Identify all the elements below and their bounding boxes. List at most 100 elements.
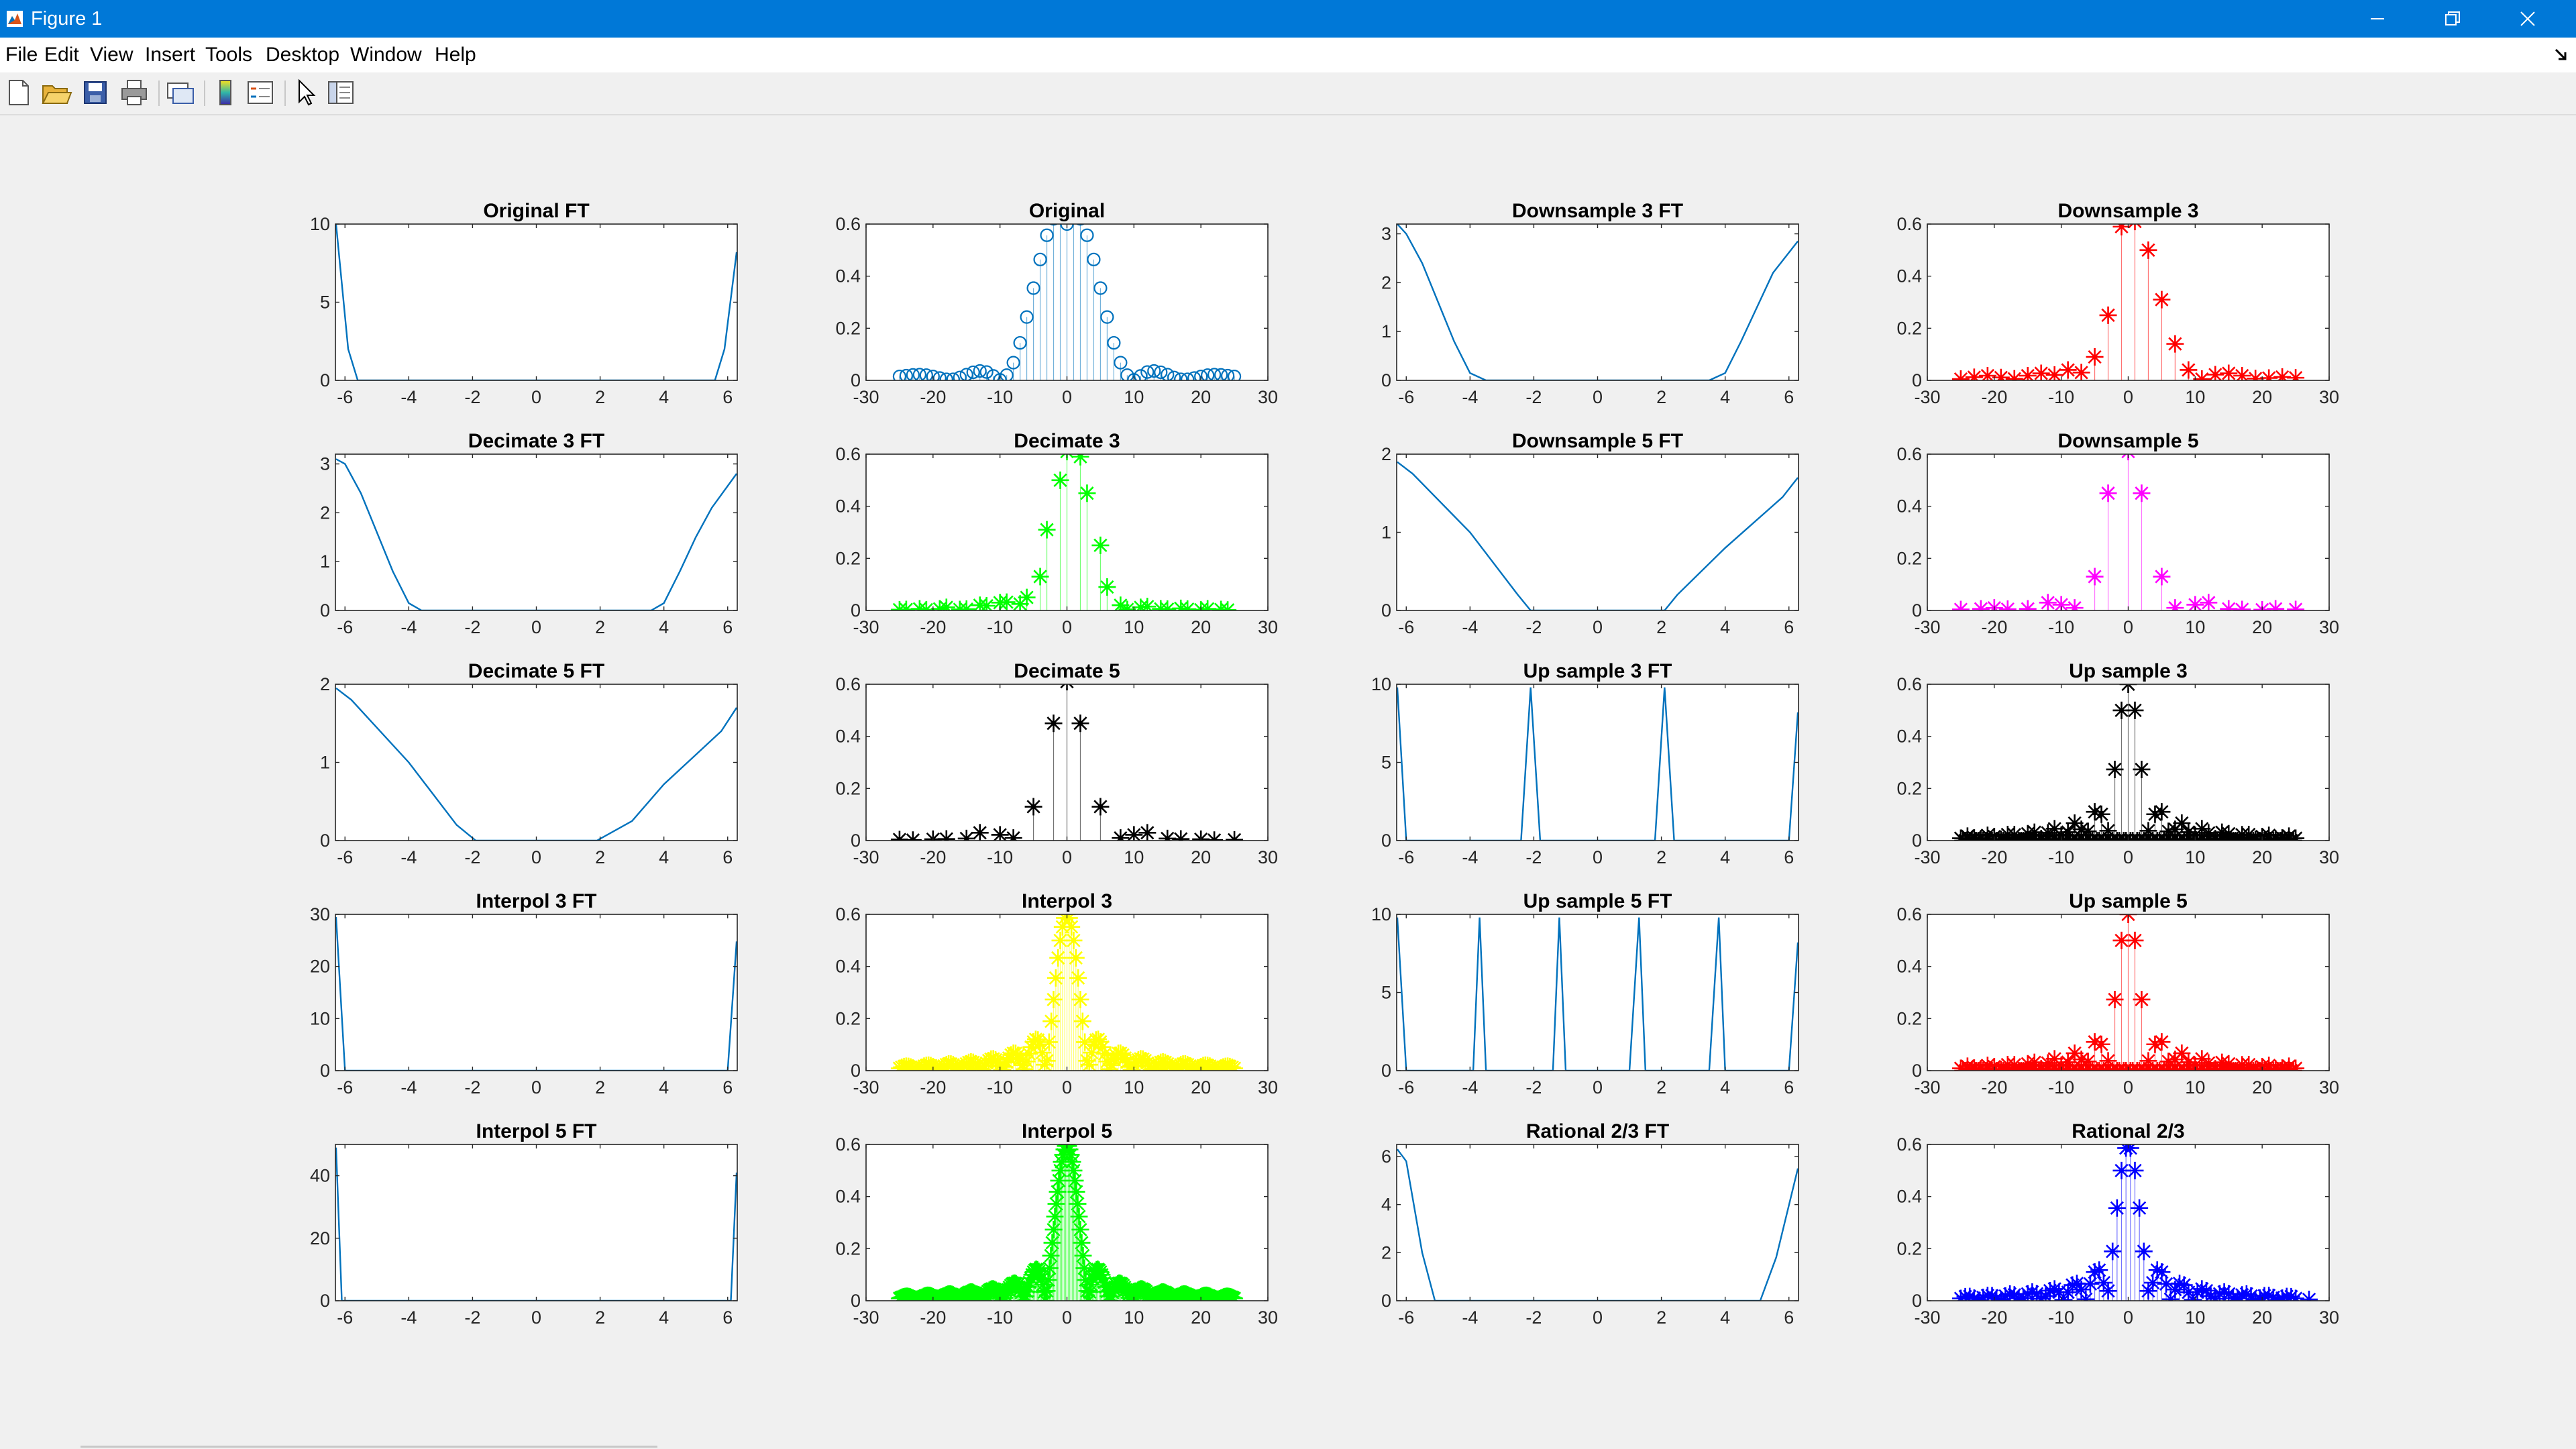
menu-window[interactable]: Window bbox=[350, 44, 422, 66]
y-tick-label: 0.4 bbox=[835, 957, 861, 977]
x-tick-label: -30 bbox=[853, 847, 879, 867]
stem-marker bbox=[1033, 252, 1047, 266]
subplot-rational-2-3-ft: Rational 2/3 FT -6 -4 -2 0 2 4 6 0 2 4 6 bbox=[1381, 1120, 1799, 1328]
new-figure-icon[interactable] bbox=[3, 76, 35, 109]
stem-marker bbox=[1091, 1033, 1110, 1051]
stem-marker bbox=[1042, 1246, 1060, 1265]
stem-marker bbox=[1951, 1289, 1970, 1301]
insert-colorbar-icon[interactable] bbox=[209, 76, 241, 109]
subplot-downsample-5: Downsample 5 -30 -20 -10 0 10 20 30 0 0.2 0.4 0.6 bbox=[1896, 430, 2339, 637]
stem-marker bbox=[2045, 1050, 2063, 1068]
insert-legend-icon[interactable] bbox=[244, 76, 276, 109]
open-file-icon[interactable] bbox=[40, 76, 72, 109]
stem-marker bbox=[897, 600, 915, 610]
stem-marker bbox=[2287, 1289, 2305, 1301]
x-tick-label: 6 bbox=[722, 847, 733, 867]
menu-help[interactable]: Help bbox=[435, 44, 476, 66]
menu-view[interactable]: View bbox=[90, 44, 133, 66]
print-icon[interactable] bbox=[118, 76, 150, 109]
menu-desktop[interactable]: Desktop bbox=[266, 44, 340, 66]
y-tick-label: 0 bbox=[1912, 830, 1922, 851]
minimize-button[interactable] bbox=[2340, 0, 2415, 38]
axes-title: Up sample 5 bbox=[2069, 890, 2188, 912]
menu-file[interactable]: File bbox=[5, 44, 38, 66]
x-tick-label: 6 bbox=[1784, 387, 1794, 407]
stem-marker bbox=[2063, 1276, 2082, 1294]
restore-icon bbox=[2445, 11, 2460, 25]
menu-insert[interactable]: Insert bbox=[145, 44, 196, 66]
data-layer bbox=[1951, 1144, 2318, 1301]
y-tick-label: 0.2 bbox=[1896, 1238, 1922, 1258]
x-tick-label: 0 bbox=[2123, 1307, 2133, 1328]
stem-marker bbox=[2052, 596, 2070, 610]
axes-title: Rational 2/3 FT bbox=[1526, 1120, 1669, 1142]
stem-marker bbox=[922, 1057, 940, 1071]
stem-marker bbox=[1083, 1044, 1101, 1062]
y-tick-label: 0 bbox=[851, 830, 861, 851]
stem-marker bbox=[2153, 290, 2171, 309]
stem-marker bbox=[2220, 824, 2238, 841]
stem-marker bbox=[1226, 1059, 1244, 1071]
restore-button[interactable] bbox=[2415, 0, 2490, 38]
stem-marker bbox=[2233, 600, 2251, 610]
x-tick-label: -4 bbox=[1462, 617, 1478, 637]
menu-tools[interactable]: Tools bbox=[205, 44, 253, 66]
edit-plot-arrow-icon[interactable] bbox=[290, 76, 322, 109]
stem-marker bbox=[2039, 824, 2057, 841]
stem-marker bbox=[1067, 1183, 1085, 1201]
subplot-downsample-3-ft: Downsample 3 FT -6 -4 -2 0 2 4 6 0 1 2 3 bbox=[1381, 200, 1799, 407]
axes-background bbox=[335, 914, 737, 1071]
stem-marker bbox=[2267, 600, 2285, 610]
stem-marker bbox=[2200, 594, 2218, 610]
stem-marker bbox=[1051, 471, 1069, 489]
y-tick-label: 5 bbox=[1381, 753, 1391, 773]
x-tick-label: -4 bbox=[400, 847, 417, 867]
stem-marker bbox=[1039, 1271, 1057, 1289]
stem-marker bbox=[1093, 1038, 1112, 1056]
stem-marker bbox=[1038, 521, 1056, 539]
x-tick-label: 2 bbox=[1656, 617, 1666, 637]
stem-marker bbox=[2106, 990, 2124, 1008]
stem-marker bbox=[1091, 798, 1110, 816]
stem-marker bbox=[2200, 1054, 2218, 1071]
link-plot-icon[interactable] bbox=[164, 76, 196, 109]
stem-marker bbox=[2023, 1283, 2041, 1301]
x-tick-label: 10 bbox=[2185, 1077, 2205, 1097]
stem-marker bbox=[2273, 368, 2292, 380]
save-icon[interactable] bbox=[79, 76, 111, 109]
stem-marker bbox=[1043, 1234, 1061, 1252]
data-layer bbox=[1951, 914, 2305, 1071]
x-tick-label: -4 bbox=[1462, 1077, 1478, 1097]
x-tick-label: 0 bbox=[1593, 847, 1603, 867]
x-tick-label: 0 bbox=[2123, 387, 2133, 407]
dock-figure-icon[interactable] bbox=[2552, 46, 2571, 64]
menu-edit[interactable]: Edit bbox=[44, 44, 79, 66]
x-tick-label: 0 bbox=[1062, 847, 1072, 867]
x-tick-label: -30 bbox=[1914, 387, 1940, 407]
stem-marker bbox=[2072, 1051, 2090, 1069]
x-tick-label: -6 bbox=[1398, 617, 1414, 637]
stem-marker bbox=[1065, 931, 1083, 949]
stem-marker bbox=[1031, 1265, 1049, 1283]
stem-marker bbox=[1095, 1273, 1114, 1291]
stem-marker bbox=[966, 365, 980, 380]
x-tick-label: 6 bbox=[1784, 1307, 1794, 1328]
subplot-decimate-5-ft: Decimate 5 FT -6 -4 -2 0 2 4 6 0 1 2 bbox=[320, 660, 738, 867]
x-tick-label: 20 bbox=[2252, 1077, 2272, 1097]
stem-marker bbox=[1983, 1287, 2001, 1301]
x-tick-label: -20 bbox=[920, 1307, 946, 1328]
x-tick-label: 2 bbox=[1656, 1077, 1666, 1097]
stem-marker bbox=[2039, 594, 2057, 610]
property-inspector-icon[interactable] bbox=[325, 76, 357, 109]
stem-marker bbox=[1951, 370, 1970, 380]
y-tick-label: 0 bbox=[1381, 830, 1391, 851]
stem-marker bbox=[1020, 1273, 1038, 1291]
stem-marker bbox=[1074, 1246, 1092, 1265]
stem-marker bbox=[1018, 588, 1036, 606]
stem-marker bbox=[1042, 1012, 1061, 1030]
close-button[interactable] bbox=[2490, 0, 2565, 38]
stem-marker bbox=[1194, 370, 1208, 380]
stem-marker bbox=[1065, 1161, 1083, 1179]
stem-marker bbox=[1179, 600, 1197, 610]
x-tick-label: -20 bbox=[1981, 1307, 2007, 1328]
